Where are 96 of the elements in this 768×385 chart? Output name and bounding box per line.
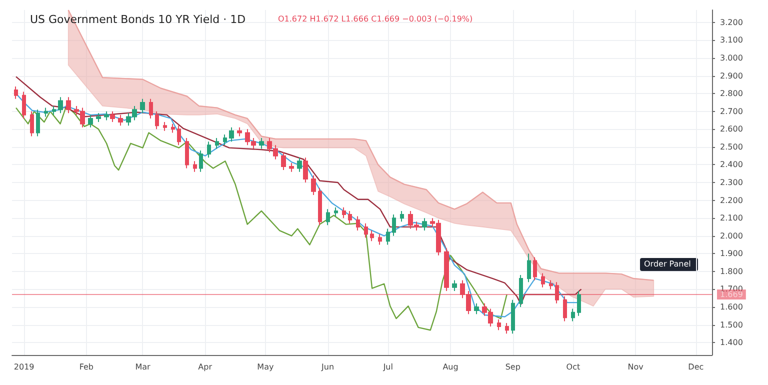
candlestick xyxy=(505,322,509,334)
candlestick xyxy=(177,125,181,146)
y-tick-label: 2.300 xyxy=(720,178,743,187)
candlestick xyxy=(422,218,427,232)
candlestick xyxy=(171,123,175,134)
candlestick xyxy=(378,234,382,246)
candlestick xyxy=(259,138,264,150)
candlestick xyxy=(311,174,316,196)
candlestick xyxy=(96,112,101,123)
candlestick xyxy=(215,138,219,150)
candlestick xyxy=(519,274,523,308)
candlestick xyxy=(571,308,575,322)
candlestick xyxy=(118,114,123,126)
y-tick-label: 2.500 xyxy=(720,142,743,152)
candlestick xyxy=(356,216,360,232)
candlestick xyxy=(577,290,581,316)
x-tick-label: Jul xyxy=(382,362,393,372)
x-tick-label: May xyxy=(257,362,274,372)
candlestick xyxy=(533,256,537,281)
candlestick xyxy=(497,318,501,331)
candlestick xyxy=(348,210,352,224)
candlestick xyxy=(386,228,390,246)
candlestick xyxy=(30,110,34,137)
y-tick-label: 2.200 xyxy=(720,196,743,205)
y-tick-label: 2.800 xyxy=(720,89,743,98)
candlestick xyxy=(193,160,197,172)
candlestick xyxy=(14,86,18,100)
candlestick xyxy=(163,122,167,132)
chart-title: US Government Bonds 10 YR Yield · 1D xyxy=(30,13,246,26)
line-series xyxy=(15,105,508,331)
x-tick-label: Feb xyxy=(79,362,94,372)
x-tick-label: Nov xyxy=(628,362,644,372)
x-tick-label: 2019 xyxy=(14,362,34,372)
candlestick xyxy=(549,280,553,290)
x-tick-label: Aug xyxy=(442,362,458,372)
candlestick xyxy=(58,96,63,114)
candlestick xyxy=(52,106,56,116)
candlestick xyxy=(155,110,159,130)
candlestick xyxy=(289,162,294,172)
candlestick xyxy=(140,98,145,114)
y-tick-label: 1.600 xyxy=(720,302,743,312)
y-tick-label: 2.100 xyxy=(720,214,743,223)
y-tick-label: 2.400 xyxy=(720,160,743,170)
candlestick xyxy=(281,152,286,171)
candlestick xyxy=(199,150,203,172)
candlestick xyxy=(527,253,531,283)
annotation: Order Panel xyxy=(644,260,691,268)
x-tick-label: Oct xyxy=(566,362,580,372)
candlestick xyxy=(444,248,449,292)
candlestick xyxy=(223,134,227,146)
candlestick xyxy=(237,126,242,137)
candlestick xyxy=(400,210,404,222)
y-tick-label: 1.800 xyxy=(720,266,743,276)
candlestick xyxy=(185,138,189,169)
candlestick xyxy=(110,110,115,123)
y-tick-label: 1.400 xyxy=(720,338,743,348)
candlestick xyxy=(370,230,374,242)
candlestick xyxy=(88,114,93,128)
candlestick xyxy=(342,206,346,219)
candlestick xyxy=(297,157,302,172)
candlestick xyxy=(334,206,338,217)
candlestick xyxy=(555,282,559,304)
y-tick-label: 1.900 xyxy=(720,249,743,258)
y-tick-label: 2.700 xyxy=(720,106,743,116)
candlestick xyxy=(541,272,545,288)
y-tick-label: 3.100 xyxy=(720,36,743,45)
x-tick-label: Jun xyxy=(320,362,334,372)
y-tick-label: 1.500 xyxy=(720,320,743,330)
candlestick xyxy=(474,302,479,315)
candlestick xyxy=(104,110,109,121)
candlestick xyxy=(452,280,457,292)
ref-line-label: 1.669 xyxy=(720,290,743,300)
candlestick xyxy=(303,157,308,183)
candlestick xyxy=(66,96,71,114)
candlestick xyxy=(22,91,26,119)
candlestick xyxy=(36,109,40,137)
x-tick-label: Sep xyxy=(505,362,520,372)
candlestick xyxy=(229,126,234,142)
y-tick-label: 2.900 xyxy=(720,71,743,80)
y-tick-label: 2.600 xyxy=(720,124,743,134)
candlestick xyxy=(364,222,368,238)
candlestick xyxy=(149,98,153,119)
candlestick xyxy=(318,187,322,226)
candlestick xyxy=(44,107,48,118)
candlestick xyxy=(511,299,515,334)
y-tick-label: 3.200 xyxy=(720,18,743,27)
candlestick xyxy=(563,296,567,322)
annotation: O1.672 H1.672 L1.666 C1.669 −0.003 (−0.19%) xyxy=(278,14,473,24)
y-tick-label: 2.000 xyxy=(720,231,743,240)
x-tick-label: Dec xyxy=(688,362,704,372)
candlestick xyxy=(207,141,211,158)
x-tick-label: Mar xyxy=(135,362,152,372)
x-tick-label: Apr xyxy=(198,362,213,372)
candlestick xyxy=(326,208,330,226)
candlestick xyxy=(392,214,396,236)
y-tick-label: 3.000 xyxy=(720,54,743,63)
